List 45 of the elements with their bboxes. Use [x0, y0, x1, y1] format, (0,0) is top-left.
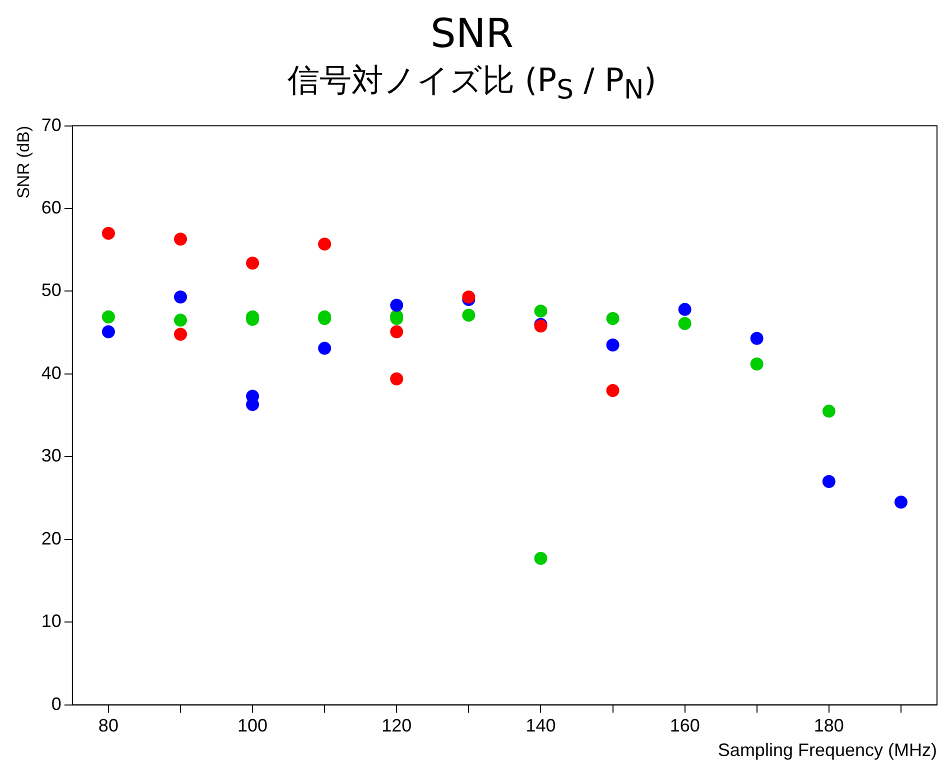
point [606, 384, 620, 398]
y-tick-label: 30 [41, 446, 62, 466]
point [606, 338, 620, 352]
x-tick-label: 160 [670, 716, 700, 736]
point [822, 405, 836, 418]
y-tick-label: 40 [41, 363, 62, 384]
point [174, 328, 187, 342]
point [678, 317, 692, 330]
y-axis-title: SNR (dB) [14, 126, 33, 199]
point [894, 496, 908, 510]
point [174, 233, 187, 246]
y-tick-label: 50 [41, 280, 62, 301]
point [390, 299, 404, 312]
y-tick-label: 70 [41, 115, 62, 136]
point [534, 552, 548, 566]
point [174, 290, 187, 304]
point [462, 309, 476, 322]
point [606, 312, 620, 326]
y-tick-label: 60 [41, 198, 62, 218]
point [822, 475, 836, 488]
point [390, 326, 404, 339]
point [390, 372, 404, 386]
y-tick-label: 20 [41, 528, 62, 549]
x-tick-label: 180 [814, 716, 844, 736]
point [534, 304, 548, 318]
y-tick-label: 0 [51, 694, 62, 714]
y-tick-label: 10 [41, 611, 62, 632]
chart-subtitle: 信号対ノイズ比 (P$_{S}$ / P$_{N}$) [286, 60, 658, 108]
point [102, 310, 115, 324]
x-tick-label: 140 [526, 716, 556, 736]
x-tick-label: 120 [382, 716, 412, 736]
point [750, 332, 764, 346]
point [678, 303, 692, 316]
x-tick-label: 100 [238, 716, 268, 736]
point [102, 326, 115, 339]
point [462, 290, 476, 304]
point [102, 227, 115, 240]
point [318, 238, 332, 251]
point [750, 358, 764, 371]
chart-title: SNR [429, 10, 515, 58]
point [318, 342, 332, 356]
x-axis-title: Sampling Frequency (MHz) [718, 740, 937, 761]
point [246, 256, 260, 270]
x-tick-label: 80 [98, 716, 118, 736]
point [174, 314, 187, 328]
